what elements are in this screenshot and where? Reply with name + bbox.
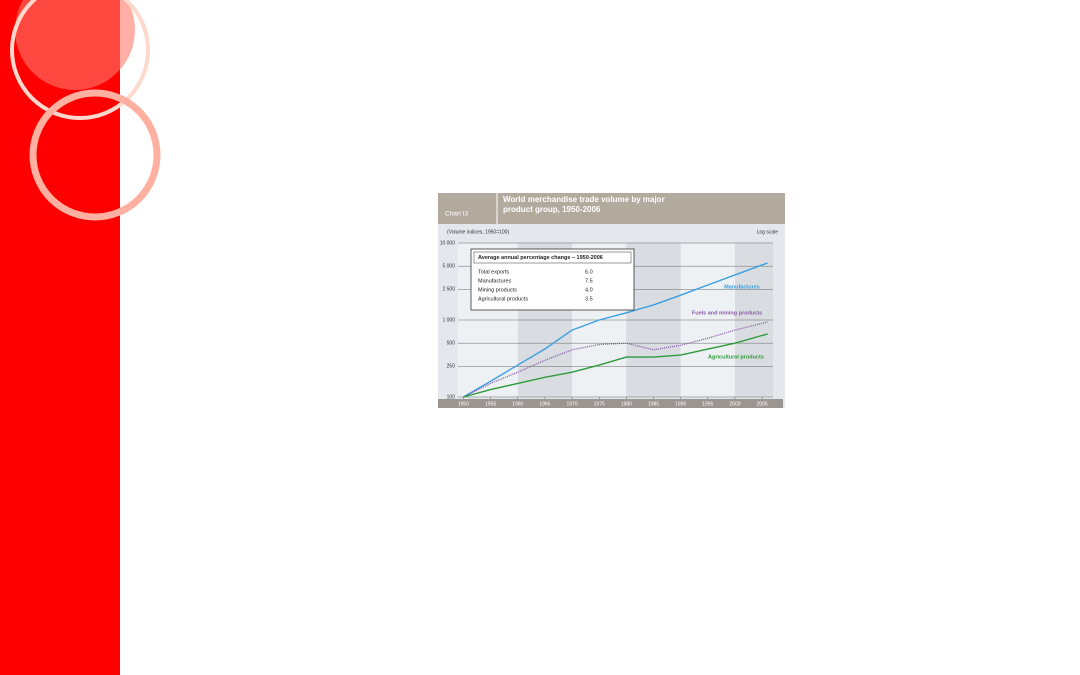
series-line <box>463 321 768 398</box>
x-tick-label: 1975 <box>594 401 605 407</box>
x-tick-label: 1980 <box>621 401 632 407</box>
inset-row-label: Mining products <box>478 287 517 293</box>
series-label: Agricultural products <box>708 354 764 360</box>
chart-title: World merchandise trade volume by major … <box>503 195 665 214</box>
decor-ring <box>10 0 150 120</box>
x-tick-label: 2005 <box>757 401 768 407</box>
inset-title: Average annual percentage change – 1950-… <box>478 255 603 261</box>
y-tick-label: 10 000 <box>440 240 456 246</box>
x-tick-label: 1960 <box>512 401 523 407</box>
inset-title-box <box>473 251 632 264</box>
x-tick-label: 1990 <box>675 401 686 407</box>
scale-note: Log scale <box>757 229 779 235</box>
y-tick-label: 1 000 <box>442 317 455 323</box>
x-tick-label: 2000 <box>729 401 740 407</box>
series-label: Fuels and mining products <box>692 310 762 316</box>
x-tick-label: 1985 <box>648 401 659 407</box>
x-tick-label: 1965 <box>539 401 550 407</box>
decor-ring <box>29 89 161 221</box>
inset-row-label: Agricultural products <box>478 296 528 302</box>
y-tick-label: 2 500 <box>442 287 455 293</box>
chart-label: Chart I3 <box>445 211 469 218</box>
chart-subtitle: (Volume indices, 1950=100) <box>447 229 509 235</box>
decor-circle <box>15 0 135 90</box>
chart-header <box>438 193 785 224</box>
inset-row-value: 7.5 <box>585 278 593 284</box>
title-box: World merchandise trade volume by major … <box>503 195 665 214</box>
y-tick-label: 5 000 <box>442 264 455 270</box>
y-tick-label: 100 <box>447 394 456 400</box>
inset-row-value: 4.0 <box>585 287 593 293</box>
x-tick-label: 1955 <box>485 401 496 407</box>
inset-row-label: Manufactures <box>478 278 512 284</box>
inset-row-label: Total exports <box>478 269 509 275</box>
inset-row-value: 6.0 <box>585 269 593 275</box>
x-axis-bar <box>438 399 783 408</box>
inset: Average annual percentage change – 1950-… <box>470 248 635 311</box>
inset-row-value: 3.5 <box>585 296 593 302</box>
x-tick-label: 1950 <box>458 401 469 407</box>
y-tick-label: 250 <box>447 364 456 370</box>
series-line <box>463 333 768 398</box>
series-line <box>463 262 768 398</box>
x-tick-label: 1970 <box>566 401 577 407</box>
x-tick-label: 1995 <box>702 401 713 407</box>
side-band <box>0 0 120 675</box>
series-label: Manufactures <box>724 284 760 290</box>
y-tick-label: 500 <box>447 341 456 347</box>
